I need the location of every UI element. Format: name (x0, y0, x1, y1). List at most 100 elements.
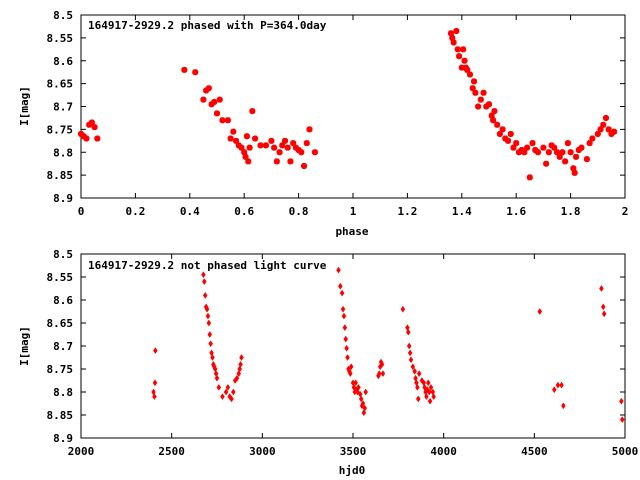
data-point (348, 363, 354, 371)
data-point (486, 101, 492, 108)
data-point (466, 71, 473, 78)
data-point (245, 158, 252, 165)
y-axis-label: I[mag] (18, 326, 31, 366)
data-point (431, 393, 436, 401)
y-tick-label: 8.6 (53, 294, 73, 307)
data-point (537, 308, 543, 315)
data-point (345, 354, 350, 361)
data-point (578, 144, 585, 151)
data-point (83, 135, 90, 142)
data-point (408, 356, 414, 364)
data-point (341, 312, 347, 320)
data-point (597, 126, 604, 133)
data-point (358, 395, 364, 403)
y-tick-label: 8.75 (47, 363, 74, 376)
data-point (427, 397, 433, 405)
data-point (200, 96, 207, 103)
data-point (521, 149, 528, 156)
data-point (214, 110, 220, 117)
data-point (153, 347, 158, 355)
data-point (410, 363, 416, 371)
y-tick-label: 8.6 (53, 55, 73, 68)
x-tick-label: 0.4 (180, 205, 200, 218)
data-point (282, 137, 288, 144)
data-point (243, 133, 250, 140)
data-point (336, 266, 341, 274)
data-point (284, 144, 291, 151)
y-tick-label: 8.9 (53, 192, 73, 205)
x-tick-label: 4500 (521, 445, 548, 458)
x-tick-label: 1.6 (506, 205, 526, 218)
data-point (400, 305, 406, 313)
data-point (202, 278, 207, 286)
data-point (583, 156, 590, 163)
data-point (271, 144, 278, 151)
y-tick-label: 8.65 (47, 78, 74, 91)
data-point (237, 365, 242, 373)
data-point (518, 146, 525, 153)
data-point (601, 310, 607, 318)
data-point (86, 121, 93, 128)
data-point (204, 305, 210, 313)
data-point (490, 117, 497, 124)
data-point (611, 128, 618, 135)
x-tick-label: 5000 (612, 445, 639, 458)
data-point (246, 144, 253, 151)
data-point (292, 144, 299, 151)
y-tick-label: 8.5 (53, 9, 73, 22)
data-point (571, 169, 578, 176)
data-point (461, 57, 468, 64)
data-point (605, 126, 612, 133)
x-tick-label: 1.2 (397, 205, 417, 218)
data-point (496, 130, 503, 137)
data-point (152, 379, 158, 387)
y-tick-label: 8.75 (47, 123, 74, 136)
data-point (203, 87, 210, 94)
x-tick-label: 3500 (340, 445, 367, 458)
data-point (559, 381, 564, 389)
data-point (238, 360, 243, 368)
data-point (206, 319, 212, 327)
y-tick-label: 8.7 (53, 101, 73, 114)
data-point (564, 140, 571, 147)
data-point (230, 128, 237, 135)
data-point (505, 137, 512, 144)
y-tick-label: 8.85 (47, 169, 74, 182)
data-point (276, 149, 283, 156)
data-point (494, 121, 501, 128)
data-point (379, 360, 385, 368)
data-point (268, 137, 275, 144)
data-point (507, 130, 514, 137)
data-point (380, 370, 386, 378)
data-point (529, 140, 536, 147)
data-point (216, 96, 223, 103)
y-tick-label: 8.8 (53, 386, 73, 399)
data-point (252, 135, 259, 142)
data-point (242, 153, 249, 160)
data-point (567, 149, 574, 156)
data-point (471, 78, 478, 85)
data-point (540, 144, 547, 151)
data-point (475, 103, 482, 110)
data-point (298, 149, 305, 156)
data-point (211, 98, 218, 105)
data-point (548, 142, 555, 149)
data-point (340, 305, 346, 313)
data-point (376, 370, 382, 378)
data-point (223, 388, 229, 396)
data-point (515, 149, 522, 156)
x-tick-label: 2 (622, 205, 629, 218)
data-point (224, 117, 231, 124)
data-point (464, 66, 471, 73)
phased-light-curve-panel: 0 0.2 0.4 0.6 0.8 1 1.2 1.4 1.6 1.8 2 8.5 8.55 8.6 8.6… (18, 9, 628, 238)
data-point (233, 137, 240, 144)
y-tick-label: 8.65 (47, 317, 74, 330)
data-point (619, 397, 624, 405)
x-tick-label: 3000 (249, 445, 276, 458)
data-point (586, 140, 593, 147)
data-point (219, 117, 226, 124)
data-point (551, 386, 557, 394)
data-point (342, 324, 348, 332)
data-point (532, 146, 539, 153)
